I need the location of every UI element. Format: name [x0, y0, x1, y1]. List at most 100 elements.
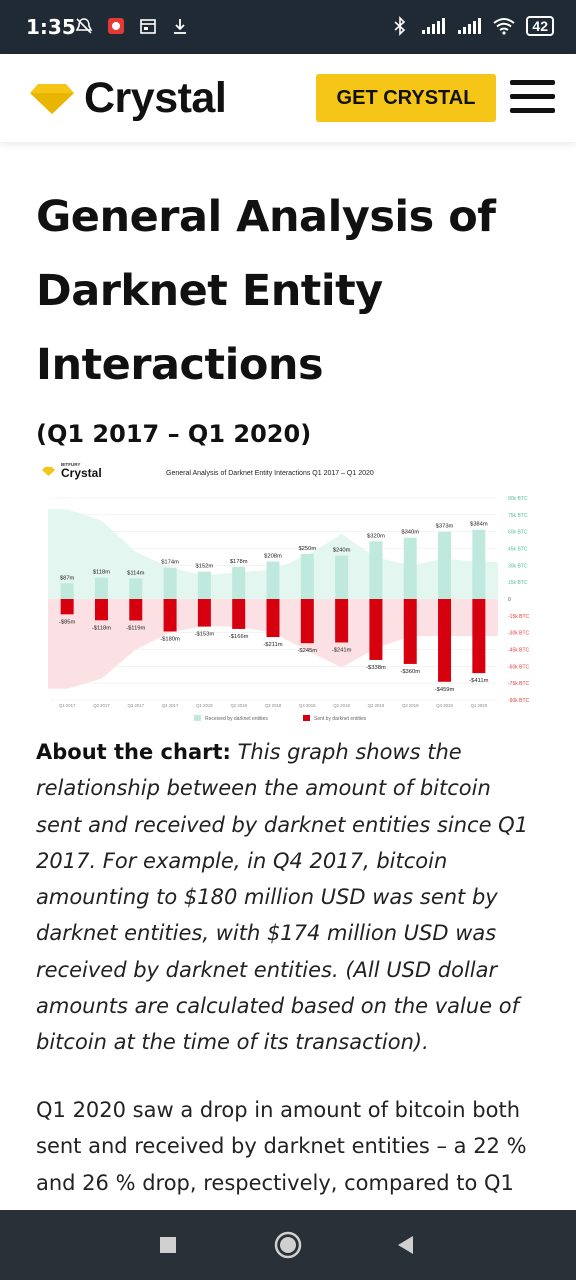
right-axis-tick-label: 0	[508, 597, 511, 603]
received-value-label: $240m	[333, 548, 351, 554]
received-value-label: $250m	[298, 546, 316, 552]
sent-bar	[266, 599, 280, 638]
x-axis-tick-label: Q4 2019	[436, 703, 453, 708]
received-value-label: $152m	[196, 564, 214, 570]
right-axis-tick-label: -60k BTC	[508, 664, 530, 670]
signal-icon	[422, 18, 446, 34]
about-text: This graph shows the relationship betwee…	[36, 740, 529, 1055]
x-axis-tick-label: Q3 2019	[402, 703, 419, 708]
chart-title: General Analysis of Darknet Entity Inter…	[166, 470, 374, 477]
sent-value-label: -$85m	[59, 619, 76, 625]
legend-label-sent: Sent by darknet entities	[314, 716, 367, 722]
received-bar	[472, 529, 486, 599]
received-value-label: $87m	[60, 575, 75, 581]
right-axis-tick-label: 75k BTC	[508, 513, 528, 519]
x-axis-tick-label: Q2 2018	[230, 703, 247, 708]
site-header: Crystal GET CRYSTAL	[0, 54, 576, 142]
x-axis-tick-label: Q1 2019	[333, 703, 350, 708]
x-axis-tick-label: Q3 2017	[128, 703, 145, 708]
bluetooth-icon	[394, 16, 406, 36]
signal-icon	[458, 18, 482, 34]
x-axis-tick-label: Q4 2018	[299, 703, 316, 708]
received-bar	[232, 566, 246, 599]
sent-btc-area	[48, 599, 498, 689]
back-button[interactable]	[366, 1210, 446, 1280]
crystal-logo[interactable]: Crystal	[30, 74, 227, 123]
x-axis-tick-label: Q2 2017	[93, 703, 110, 708]
sent-value-label: -$241m	[332, 647, 352, 653]
received-bar	[129, 578, 143, 599]
sent-value-label: -$153m	[195, 632, 215, 638]
get-crystal-button[interactable]: GET CRYSTAL	[316, 74, 496, 122]
received-btc-area	[48, 509, 498, 599]
x-axis-tick-label: Q2 2019	[368, 703, 385, 708]
legend-label-received: Received by darknet entities	[205, 716, 268, 722]
received-value-label: $178m	[230, 559, 248, 565]
sent-bar	[197, 599, 211, 627]
home-circle-icon	[274, 1231, 302, 1259]
legend-swatch-received	[194, 715, 201, 721]
received-bar	[60, 583, 74, 599]
right-axis-tick-label: 45k BTC	[508, 547, 528, 553]
diamond-logo-icon	[30, 83, 74, 114]
recents-button[interactable]	[128, 1210, 208, 1280]
right-axis-tick-label: -90k BTC	[508, 698, 530, 704]
page-title: General Analysis of Darknet Entity Inter…	[36, 192, 496, 390]
received-value-label: $340m	[401, 530, 419, 536]
right-axis-tick-label: -75k BTC	[508, 681, 530, 687]
x-axis-tick-label: Q3 2018	[265, 703, 282, 708]
back-triangle-icon	[398, 1236, 413, 1254]
sent-value-label: -$166m	[229, 634, 249, 640]
received-value-label: $208m	[264, 553, 282, 559]
received-value-label: $384m	[470, 522, 488, 528]
chart-logo: Crystal	[61, 466, 102, 480]
sent-value-label: -$119m	[126, 625, 145, 631]
calendar-icon	[140, 19, 156, 34]
sent-bar	[300, 599, 314, 644]
menu-hamburger-icon[interactable]	[510, 80, 555, 116]
received-bar	[197, 571, 211, 599]
home-button[interactable]	[248, 1210, 328, 1280]
sent-value-label: -$211m	[263, 642, 282, 648]
recents-square-icon	[160, 1237, 176, 1253]
download-icon	[174, 19, 186, 34]
android-navigation-bar	[0, 1210, 576, 1280]
sent-value-label: -$459m	[435, 687, 455, 693]
article-subtitle: (Q1 2017 – Q1 2020)	[36, 420, 312, 448]
received-value-label: $118m	[93, 570, 110, 576]
battery-icon: 42	[526, 16, 554, 36]
chart-logo-small: BITFURY	[61, 462, 80, 467]
mute-bell-icon	[75, 18, 93, 34]
legend-swatch-sent	[303, 715, 310, 721]
right-axis-tick-label: -30k BTC	[508, 631, 530, 637]
chart-svg: BITFURY Crystal General Analysis of Dark…	[42, 462, 530, 722]
sent-bar	[60, 599, 74, 615]
sent-bar	[369, 599, 383, 660]
sent-bar	[335, 599, 349, 643]
right-axis-tick-label: 15k BTC	[508, 580, 528, 586]
received-bar	[369, 541, 383, 599]
logo-text: Crystal	[84, 74, 227, 122]
sent-value-label: -$338m	[366, 665, 386, 671]
received-bar	[163, 567, 177, 599]
received-value-label: $174m	[161, 560, 179, 566]
sent-bar	[163, 599, 177, 632]
app-notification-icon	[108, 18, 124, 34]
right-axis-tick-label: 90k BTC	[508, 496, 528, 502]
wifi-icon	[493, 18, 516, 35]
sent-value-label: -$245m	[297, 648, 317, 654]
chart: BITFURY Crystal General Analysis of Dark…	[36, 458, 540, 728]
sent-bar	[94, 599, 108, 621]
sent-bar	[129, 599, 143, 621]
chart-logo-icon	[42, 467, 55, 476]
sent-value-label: -$360m	[400, 669, 420, 675]
sent-value-label: -$411m	[469, 678, 488, 684]
received-bar	[335, 555, 349, 599]
sent-bar	[472, 599, 486, 674]
x-axis-tick-label: Q1 2020	[471, 703, 488, 708]
received-value-label: $320m	[367, 533, 385, 539]
right-axis-tick-label: -45k BTC	[508, 648, 530, 654]
sent-value-label: -$118m	[92, 625, 111, 631]
x-axis-tick-label: Q1 2017	[59, 703, 76, 708]
sent-bar	[438, 599, 452, 682]
